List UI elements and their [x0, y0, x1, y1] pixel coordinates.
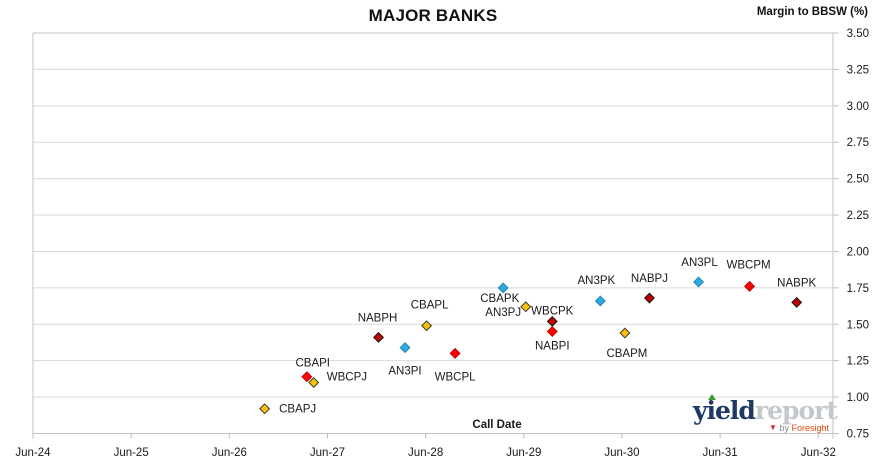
data-label-an3pj: AN3PJ [485, 307, 521, 319]
data-point-wbcpj [301, 371, 313, 383]
x-tick-label: Jun-30 [604, 447, 639, 459]
logo-wordmark: yieldreport [693, 394, 838, 425]
logo-yield-text: yield [693, 396, 756, 425]
y-tick-label: 1.25 [847, 356, 869, 368]
logo-down-triangle-icon: ▼ [769, 423, 777, 432]
data-point-cbapl [421, 320, 433, 332]
y-tick-label: 1.00 [847, 392, 869, 404]
data-label-cbapl: CBAPL [411, 300, 449, 312]
x-tick-label: Jun-28 [408, 447, 443, 459]
y-tick-label: 2.00 [847, 246, 869, 258]
logo-report-text: report [754, 396, 838, 425]
yieldreport-logo[interactable]: yieldreport ▼ by Foresight [693, 394, 838, 433]
x-tick-label: Jun-27 [310, 447, 345, 459]
page-title: MAJOR BANKS [368, 6, 498, 25]
y-tick-label: 2.25 [847, 210, 869, 222]
data-point-an3pk [594, 295, 606, 307]
data-label-wbcpj: WBCPJ [327, 372, 367, 384]
data-label-an3pk: AN3PK [578, 275, 616, 287]
data-point-cbapj [259, 403, 271, 415]
x-tick-label: Jun-24 [15, 447, 51, 459]
data-point-an3pj [497, 282, 509, 294]
y-tick-label: 2.75 [847, 137, 869, 149]
data-label-wbcpm: WBCPM [727, 259, 771, 271]
data-point-wbcpk [546, 326, 558, 338]
logo-up-triangle-icon [708, 394, 716, 400]
data-point-wbcpm [744, 280, 756, 292]
data-label-wbcpk: WBCPK [531, 306, 574, 318]
x-tick-label: Jun-26 [212, 447, 247, 459]
x-tick-label: Jun-25 [114, 447, 149, 459]
y-tick-label: 0.75 [847, 429, 869, 441]
data-label-an3pi: AN3PI [388, 366, 421, 378]
x-axis-title: Call Date [472, 419, 521, 431]
y-tick-label: 3.00 [847, 101, 869, 113]
data-point-nabpj [643, 292, 655, 304]
data-point-nabph [373, 331, 385, 343]
data-label-cbapm: CBAPM [606, 348, 647, 360]
data-label-nabpj: NABPJ [631, 273, 668, 285]
data-label-nabpi: NABPI [535, 340, 570, 352]
data-point-cbapk [520, 301, 532, 313]
y-tick-label: 3.50 [847, 28, 869, 40]
data-point-cbapm [619, 327, 631, 339]
data-label-an3pl: AN3PL [681, 257, 718, 269]
data-point-cbapi [308, 377, 320, 389]
y-tick-label: 1.75 [847, 283, 869, 295]
data-label-nabpk: NABPK [777, 277, 816, 289]
data-label-cbapi: CBAPI [295, 358, 330, 370]
y-axis-title: Margin to BBSW (%) [756, 6, 868, 18]
x-tick-label: Jun-32 [801, 447, 836, 459]
x-tick-label: Jun-31 [703, 447, 738, 459]
logo-byline: ▼ by Foresight [693, 424, 829, 433]
data-point-wbcpl [449, 347, 461, 359]
y-tick-label: 2.50 [847, 174, 869, 186]
logo-by-text: by [779, 423, 789, 433]
data-point-nabpk [791, 296, 803, 308]
x-tick-label: Jun-29 [506, 447, 541, 459]
data-point-an3pi [399, 342, 411, 354]
data-label-wbcpl: WBCPL [435, 371, 477, 383]
logo-brand-text: Foresight [791, 423, 829, 433]
data-label-cbapk: CBAPK [480, 293, 519, 305]
data-label-cbapj: CBAPJ [279, 404, 316, 416]
data-point-an3pl [693, 276, 705, 288]
data-label-nabph: NABPH [358, 312, 398, 324]
y-tick-label: 3.25 [847, 64, 869, 76]
y-tick-label: 1.50 [847, 319, 869, 331]
